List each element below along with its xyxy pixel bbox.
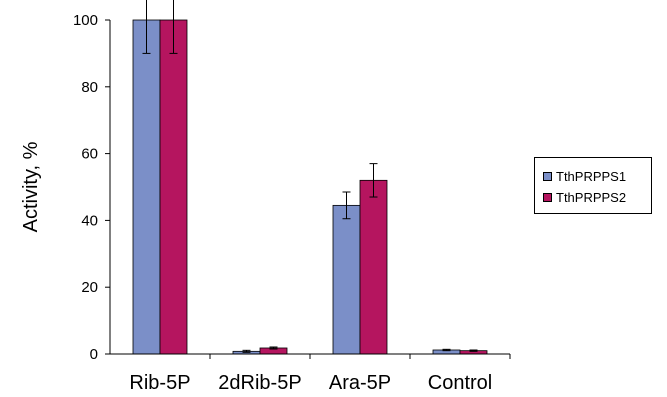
y-tick-label: 40 — [81, 212, 98, 229]
x-category-label: Rib-5P — [129, 372, 190, 394]
legend-swatch-series-1 — [543, 171, 552, 181]
y-axis-label: Activity, % — [20, 141, 42, 232]
x-category-label: 2dRib-5P — [218, 372, 301, 394]
error-bar — [269, 346, 278, 350]
y-tick-label: 20 — [81, 279, 98, 296]
legend: TthPRPPS1 TthPRPPS2 — [534, 157, 652, 214]
error-bars — [142, 0, 478, 353]
bar-2 — [159, 19, 188, 355]
y-tick-label: 0 — [90, 346, 98, 363]
x-axis-categories: Rib-5P 2dRib-5P Ara-5P Control — [129, 354, 511, 394]
error-bar — [469, 349, 478, 352]
y-tick-label: 60 — [81, 146, 98, 163]
error-bar — [242, 349, 251, 353]
error-bar — [369, 163, 378, 198]
legend-swatch-series-2 — [543, 192, 552, 202]
legend-label-series-2: TthPRPPS2 — [556, 189, 627, 205]
bar-1 — [332, 204, 361, 355]
x-category-label: Ara-5P — [329, 372, 391, 394]
legend-item-series-1: TthPRPPS1 — [543, 168, 626, 184]
error-bar — [169, 0, 178, 54]
error-bar — [142, 0, 151, 54]
y-tick-label: 100 — [73, 12, 98, 29]
error-bar — [342, 191, 351, 220]
bar-1 — [132, 19, 161, 355]
legend-item-series-2: TthPRPPS2 — [543, 189, 626, 205]
x-category-label: Control — [428, 372, 492, 394]
error-bar — [442, 348, 451, 352]
bar-2 — [359, 179, 388, 355]
y-axis-ticks: 0 20 40 60 80 100 — [73, 12, 110, 363]
legend-label-series-1: TthPRPPS1 — [556, 168, 627, 184]
y-tick-label: 80 — [81, 79, 98, 96]
bars — [132, 19, 488, 355]
